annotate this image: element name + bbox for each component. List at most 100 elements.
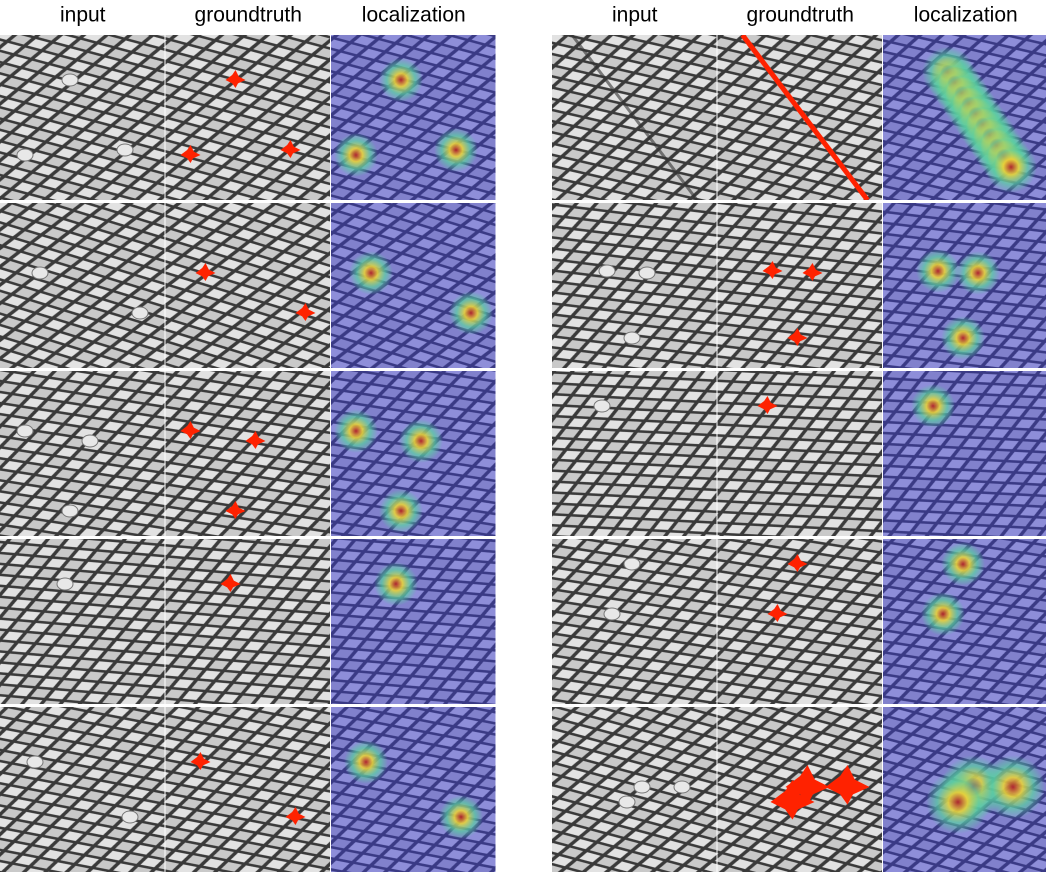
defect-mask: [787, 328, 808, 346]
surface-defect: [638, 266, 656, 280]
mesh-texture: [717, 371, 882, 536]
defect-mask: [757, 396, 778, 414]
mesh-texture: [165, 707, 330, 872]
mesh-texture: [717, 203, 882, 368]
defect-mask: [285, 807, 306, 825]
image-cell: [717, 539, 882, 704]
defect-mask: [740, 35, 870, 200]
image-cell: [883, 539, 1046, 704]
heat-blob: [334, 133, 378, 177]
image-cell: [883, 371, 1046, 536]
image-cell: [331, 371, 496, 536]
surface-defect: [31, 266, 49, 280]
surface-defect: [623, 331, 641, 345]
heat-blob: [956, 251, 1000, 295]
column-header: input: [60, 4, 106, 27]
heat-blob: [379, 58, 423, 102]
image-cell: [0, 35, 165, 200]
heat-blob: [439, 795, 483, 839]
defect-mask: [762, 261, 783, 279]
image-cell: [552, 371, 717, 536]
image-cell: [165, 707, 330, 872]
mesh-texture: [552, 371, 717, 536]
defect-mask: [245, 431, 266, 449]
image-cell: [331, 707, 496, 872]
mesh-texture: [0, 539, 165, 704]
defect-mask: [770, 780, 815, 820]
image-cell: [717, 707, 882, 872]
surface-defect: [56, 577, 74, 591]
surface-defect: [121, 810, 139, 824]
heat-blob: [399, 419, 443, 463]
defect-mask: [295, 303, 316, 321]
heat-blob: [941, 542, 985, 586]
surface-defect: [116, 143, 134, 157]
image-cell: [717, 371, 882, 536]
scratch: [570, 35, 699, 200]
image-cell: [552, 35, 717, 200]
mesh-texture: [165, 539, 330, 704]
defect-mask: [195, 263, 216, 281]
image-cell: [165, 539, 330, 704]
defect-mask: [190, 752, 211, 770]
mesh-texture: [0, 707, 165, 872]
image-cell: [717, 35, 882, 200]
surface-defect: [598, 264, 616, 278]
heat-blob: [334, 409, 378, 453]
surface-defect: [603, 607, 621, 621]
mesh-texture: [165, 203, 330, 368]
image-cell: [331, 203, 496, 368]
heatmap-overlay: [331, 707, 496, 872]
image-cell: [717, 203, 882, 368]
defect-mask: [225, 501, 246, 519]
image-cell: [165, 371, 330, 536]
column-header: localization: [362, 4, 466, 27]
heat-blob: [916, 249, 960, 293]
defect-mask: [787, 554, 808, 572]
image-cell: [165, 35, 330, 200]
mesh-texture: [717, 35, 882, 200]
defect-mask: [767, 604, 788, 622]
heat-blob: [349, 251, 393, 295]
defect-mask: [180, 421, 201, 439]
column-header: groundtruth: [195, 4, 302, 27]
surface-defect: [673, 780, 691, 794]
image-cell: [331, 35, 496, 200]
image-cell: [552, 203, 717, 368]
surface-defect: [131, 306, 149, 320]
mesh-texture: [0, 35, 165, 200]
column-header: input: [612, 4, 658, 27]
heat-blob: [941, 316, 985, 360]
surface-defect: [26, 755, 44, 769]
image-cell: [331, 539, 496, 704]
defect-mask: [280, 140, 301, 158]
image-cell: [883, 35, 1046, 200]
image-cell: [552, 707, 717, 872]
heat-blob: [344, 740, 388, 784]
column-header: groundtruth: [747, 4, 854, 27]
heatmap-overlay: [331, 539, 496, 704]
defect-mask: [180, 145, 201, 163]
surface-defect: [16, 148, 34, 162]
surface-defect: [618, 795, 636, 809]
mesh-texture: [165, 371, 330, 536]
image-cell: [165, 203, 330, 368]
defect-mask: [220, 574, 241, 592]
defect-mask: [825, 765, 870, 805]
image-cell: [0, 707, 165, 872]
defect-mask: [225, 70, 246, 88]
image-cell: [0, 371, 165, 536]
mesh-texture: [0, 371, 165, 536]
defect-mask: [785, 765, 830, 805]
mesh-texture: [165, 35, 330, 200]
surface-defect: [61, 504, 79, 518]
column-header: localization: [914, 4, 1018, 27]
heat-blob: [985, 141, 1037, 193]
surface-defect: [593, 399, 611, 413]
heat-blob: [921, 592, 965, 636]
heat-blob: [981, 755, 1045, 819]
image-cell: [883, 707, 1046, 872]
surface-defect: [623, 557, 641, 571]
